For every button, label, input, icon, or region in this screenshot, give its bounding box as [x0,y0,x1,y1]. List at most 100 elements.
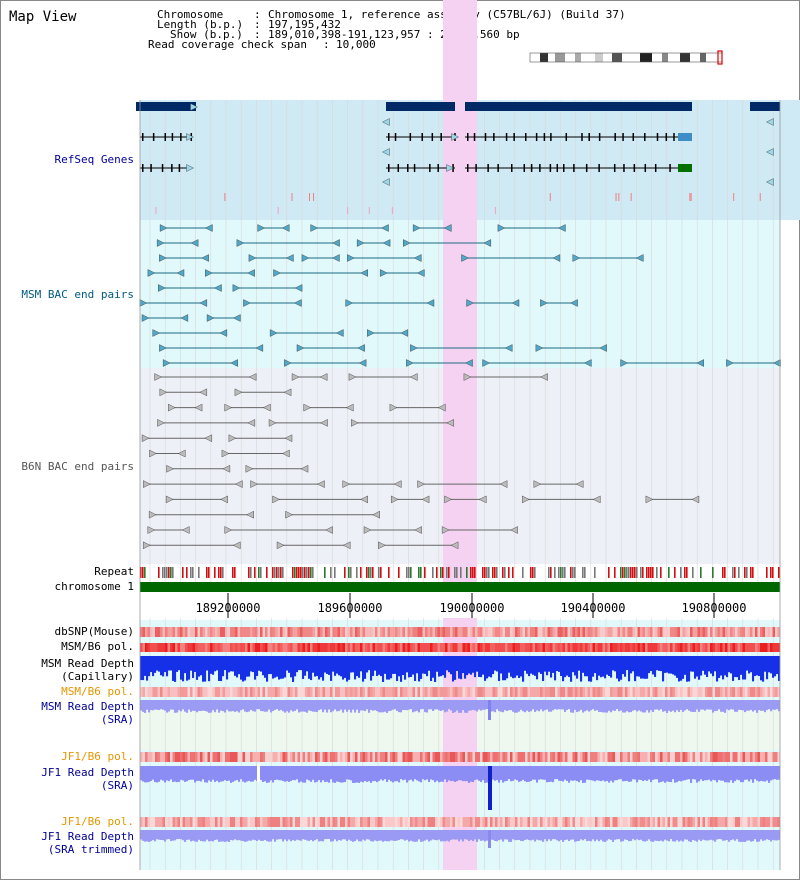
msm-sra-depth-bar [710,700,713,710]
jf1-depth-bar [156,766,159,783]
jf1-depth-bar [422,766,425,780]
exon-mark [581,133,583,141]
track-label-refseq[interactable]: RefSeq Genes [54,153,134,166]
msm-depth-bar [764,656,767,672]
msm-sra-depth-bar [546,700,549,710]
bac-end-icon [499,480,508,488]
jf1-depth-bar [664,766,667,783]
jf1-trim-depth-bar [168,830,171,840]
jf1-depth-bar [736,766,739,780]
track-label-jf1-read-depth-sra[interactable]: JF1 Read Depth (SRA) [41,766,134,792]
jf1-depth-bar [378,766,381,781]
exon-mark [487,164,489,172]
jf1-b6-pol-cell [210,817,213,827]
repeat-mark [582,567,584,578]
msm-b6-pol-cell [360,687,363,697]
jf1-depth-bar [414,766,417,780]
msm-b6-pol-cell [155,643,158,652]
jf1-trim-depth-bar [708,830,711,841]
dbsnp-cell [350,627,353,637]
jf1-depth-bar [686,766,689,780]
bac-end-icon [510,526,518,534]
jf1-depth-bar [196,766,199,781]
jf1-b6-pol-cell [165,817,168,827]
jf1-depth-bar [192,766,195,780]
jf1-depth-bar [430,766,433,780]
msm-b6-pol-cell [407,643,411,652]
track-label-chromosome[interactable]: chromosome 1 [54,580,134,593]
jf1-depth-bar [238,766,241,782]
jf1-depth-bar [372,766,375,782]
msm-b6-pol-cell [510,687,513,697]
msm-depth-bar [174,656,177,682]
msm-b6-pol-cell [322,643,326,652]
jf1-b6-pol-cell [692,817,696,827]
exon-mark [413,164,416,172]
jf1-trim-depth-bar [352,830,355,842]
jf1-b6-pol-cell [635,752,638,762]
msm-b6-pol-cell [297,643,301,652]
msm-sra-depth-bar [652,700,655,712]
track-label-dbsnp[interactable]: dbSNP(Mouse) [54,625,134,638]
track-label-jf1-b6-pol-2[interactable]: JF1/B6 pol. [61,815,134,828]
bac-end-icon [426,299,435,307]
jf1-b6-pol-cell [525,752,528,762]
gene-arrow-icon [186,164,194,172]
jf1-b6-pol-cell [145,817,148,827]
jf1-b6-pol-cell [417,817,421,827]
jf1-trim-depth-bar [766,830,769,840]
msm-depth-bar [720,656,723,676]
jf1-b6-pol-cell [310,752,313,762]
bac-end-icon [248,373,257,381]
repeat-mark [220,567,222,578]
track-label-msm-bac[interactable]: MSM BAC end pairs [21,288,134,301]
jf1-b6-pol-cell [462,817,466,827]
jf1-trim-depth-bar [542,830,545,842]
dbsnp-cell [422,627,426,637]
jf1-depth-bar [244,766,247,783]
jf1-b6-pol-cell [162,752,166,762]
track-label-msm-read-depth-sra[interactable]: MSM Read Depth (SRA) [41,700,134,726]
dbsnp-cell [740,627,743,637]
track-label-msm-b6-pol-2[interactable]: MSM/B6 pol. [61,685,134,698]
jf1-b6-pol-cell [227,817,231,827]
bac-end-icon [540,299,548,307]
jf1-trim-depth-bar [760,830,763,840]
jf1-b6-pol-cell [190,752,193,762]
jf1-depth-bar [544,766,547,780]
jf1-trim-depth-bar [354,830,357,842]
msm-b6-pol-cell [367,643,371,652]
jf1-b6-pol-cell [182,752,186,762]
jf1-depth-bar [320,766,323,783]
msm-b6-pol-cell [372,643,376,652]
jf1-b6-pol-cell [500,752,503,762]
msm-b6-pol-cell [667,643,671,652]
jf1-b6-pol-cell [275,817,278,827]
jf1-b6-pol-cell [242,817,246,827]
track-label-msm-b6-pol-1[interactable]: MSM/B6 pol. [61,640,134,653]
track-label-repeat[interactable]: Repeat [94,565,134,578]
jf1-depth-bar [744,766,747,780]
msm-sra-depth-bar [274,700,277,710]
msm-b6-pol-cell [597,643,601,652]
msm-b6-pol-cell [345,687,348,697]
jf1-trim-depth-bar [730,830,733,841]
msm-b6-pol-cell [282,643,286,652]
msm-depth-bar [148,656,151,677]
msm-b6-pol-cell [377,687,381,697]
jf1-b6-pol-cell [570,752,573,762]
msm-b6-pol-cell [187,643,191,652]
msm-b6-pol-cell [555,687,558,697]
msm-b6-pol-cell [485,687,488,697]
track-label-jf1-b6-pol-1[interactable]: JF1/B6 pol. [61,750,134,763]
jf1-depth-bar [348,766,351,780]
msm-sra-depth-bar [452,700,455,713]
track-label-b6n-bac[interactable]: B6N BAC end pairs [21,460,134,473]
msm-b6-pol-cell [392,643,396,652]
msm-b6-pol-cell [572,643,576,652]
track-label-jf1-read-depth-trim[interactable]: JF1 Read Depth (SRA trimmed) [41,830,134,856]
jf1-depth-bar [684,766,687,781]
jf1-trim-depth-bar [598,830,601,842]
track-label-msm-read-depth-cap[interactable]: MSM Read Depth (Capillary) [41,657,134,683]
